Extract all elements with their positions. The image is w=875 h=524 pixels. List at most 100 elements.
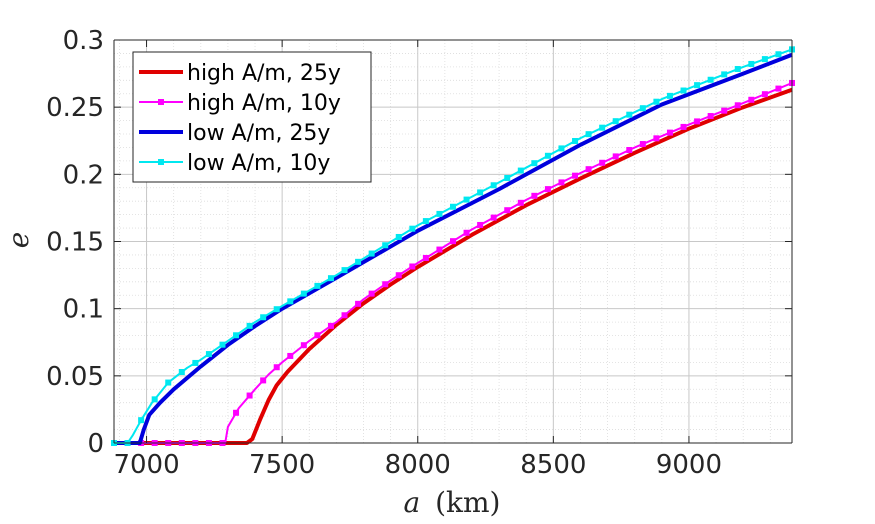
- series-2-marker: [694, 118, 701, 125]
- series-4-marker: [165, 379, 172, 386]
- series-4-marker: [721, 71, 728, 78]
- legend: high A/m, 25y high A/m, 10y low A/m, 25y lo…: [132, 51, 372, 183]
- series-2-marker: [395, 272, 402, 279]
- series-2-marker: [273, 364, 280, 371]
- series-4-marker: [544, 152, 551, 159]
- y-tick-label: 0.05: [46, 362, 104, 392]
- series-2-marker: [517, 199, 524, 206]
- series-3-line: [114, 52, 793, 445]
- series-4-marker: [151, 396, 158, 403]
- series-layer: [111, 46, 795, 446]
- series-2-marker: [233, 409, 240, 416]
- axes: [113, 39, 793, 444]
- series-4-marker: [205, 351, 212, 358]
- series-2-marker: [450, 238, 456, 245]
- series-4-marker: [395, 233, 402, 240]
- series-4-marker: [761, 56, 768, 63]
- legend-item-4-label: low A/m, 10y: [187, 151, 330, 176]
- series-2-marker: [314, 332, 321, 339]
- series-4-marker: [341, 267, 348, 274]
- series-2-line: [114, 82, 793, 444]
- legend-item-4: low A/m, 10y: [139, 151, 330, 176]
- series-4-marker: [260, 314, 267, 321]
- series-4-marker: [585, 131, 592, 138]
- series-4-marker: [192, 359, 199, 366]
- x-axis-label: a (km): [404, 486, 501, 519]
- series-4-marker: [382, 242, 389, 249]
- series-2-marker: [246, 392, 253, 399]
- series-4-marker: [531, 160, 538, 167]
- y-tick-label: 0.1: [63, 295, 104, 325]
- legend-item-2: high A/m, 10y: [139, 91, 341, 116]
- series-4-marker: [409, 225, 416, 232]
- series-2-marker: [585, 166, 592, 173]
- x-tick-label: 8000: [385, 450, 451, 480]
- series-2-marker: [680, 123, 687, 130]
- series-4-marker: [463, 196, 470, 203]
- series-4-marker: [517, 167, 524, 174]
- series-4-marker: [775, 51, 782, 58]
- series-4-marker: [680, 87, 687, 94]
- series-2-marker: [504, 207, 511, 214]
- series-4-marker: [558, 145, 565, 152]
- series-4-marker: [707, 76, 714, 83]
- series-4-marker: [599, 124, 606, 131]
- x-tick-label: 7000: [113, 450, 179, 480]
- series-2-marker: [707, 113, 714, 120]
- series-4-marker: [368, 250, 375, 257]
- series-4-marker: [300, 290, 307, 297]
- series-2-marker: [734, 102, 741, 109]
- series-4-marker: [639, 105, 646, 112]
- x-axis-unit: (km): [435, 486, 500, 519]
- series-4-marker: [355, 258, 362, 265]
- series-2-marker: [260, 377, 267, 384]
- series-2-marker: [612, 153, 619, 160]
- series-4-marker: [572, 138, 579, 145]
- y-axis-label: e: [2, 232, 35, 249]
- series-4-marker: [748, 60, 755, 67]
- series-4-marker: [734, 66, 741, 73]
- series-2-marker: [544, 186, 551, 193]
- series-4: [111, 46, 795, 446]
- series-4-marker: [138, 417, 145, 424]
- series-3: [114, 52, 793, 445]
- series-2-marker: [748, 96, 755, 103]
- y-tick-label: 0: [87, 429, 104, 459]
- series-2-marker: [639, 141, 646, 148]
- series-4-marker: [490, 182, 497, 189]
- series-4-marker: [504, 174, 511, 181]
- series-2-marker: [572, 172, 579, 179]
- series-4-marker: [219, 341, 226, 348]
- series-4-marker: [287, 298, 294, 305]
- series-2-marker: [599, 159, 606, 166]
- series-2-marker: [436, 246, 443, 253]
- series-2-marker: [327, 322, 334, 329]
- x-tick-label: 8500: [520, 450, 586, 480]
- series-4-marker: [314, 282, 321, 289]
- legend-item-3: low A/m, 25y: [139, 121, 330, 146]
- series-4-marker: [422, 218, 429, 225]
- series-1-line: [114, 87, 793, 445]
- series-4-marker: [612, 118, 619, 125]
- series-4-marker: [626, 111, 633, 118]
- series-4-marker: [246, 322, 253, 329]
- tick-labels: 7000 7500 8000 8500 9000 0 0.05 0.1 0.15 0.2 0.25 0…: [46, 26, 722, 480]
- series-2-marker: [463, 229, 470, 236]
- y-tick-label: 0.25: [46, 93, 104, 123]
- series-2-marker: [531, 192, 538, 199]
- series-2-marker: [721, 107, 728, 114]
- series-2-marker: [653, 135, 660, 142]
- series-4-marker: [666, 92, 673, 99]
- x-tick-label: 7500: [249, 450, 315, 480]
- x-axis-var: a: [404, 486, 421, 519]
- legend-item-4-marker: [158, 159, 164, 165]
- series-2-marker: [775, 85, 782, 92]
- series-4-marker: [450, 203, 456, 210]
- series-2-marker: [558, 179, 565, 186]
- legend-item-1-label: high A/m, 25y: [187, 61, 341, 86]
- series-1: [114, 87, 793, 445]
- series-2-marker: [341, 312, 348, 319]
- series-2-marker: [300, 342, 307, 349]
- series-2-marker: [666, 129, 673, 136]
